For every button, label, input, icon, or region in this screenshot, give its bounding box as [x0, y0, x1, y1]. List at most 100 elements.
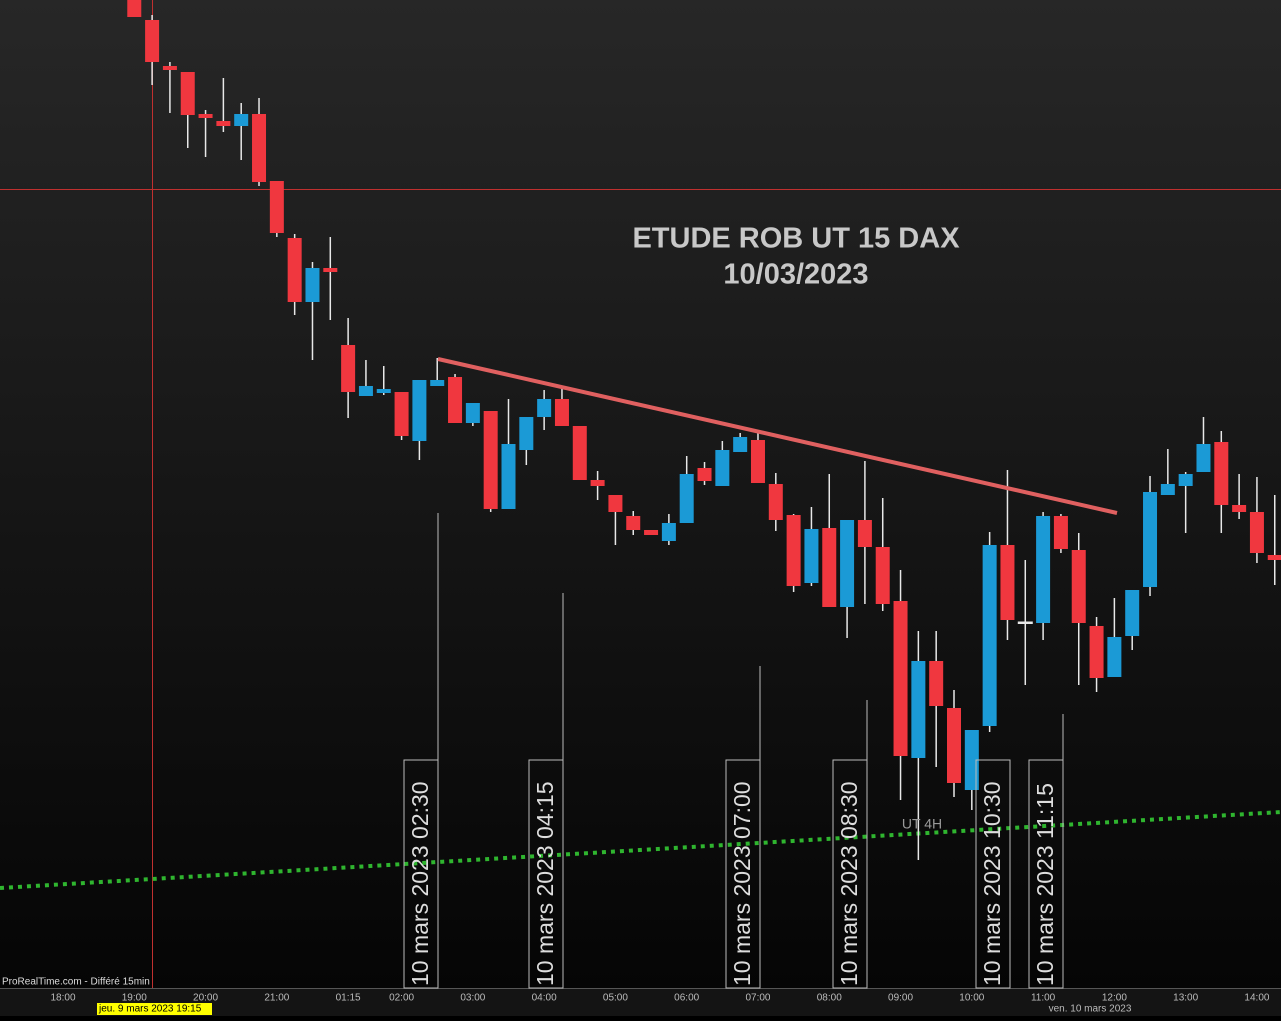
- marker-label: 10 mars 2023 10:30: [979, 781, 1005, 986]
- candle-body: [1125, 590, 1140, 636]
- candle-body: [162, 66, 177, 70]
- candle-body: [626, 516, 641, 530]
- marker-label: 10 mars 2023 02:30: [407, 781, 433, 986]
- candle-body: [1160, 484, 1175, 495]
- candle-body: [644, 530, 659, 535]
- candle-body: [875, 547, 890, 604]
- candle-body: [1249, 512, 1264, 553]
- candle-body: [1000, 545, 1015, 620]
- candles: [127, 0, 1281, 860]
- subtitle: 10/03/2023: [723, 259, 868, 291]
- x-tick-label: 03:00: [460, 993, 485, 1004]
- marker-box: [1028, 759, 1064, 989]
- candle-body: [679, 474, 694, 523]
- candle-body: [412, 380, 427, 441]
- candle-body: [394, 392, 409, 436]
- candle-body: [269, 181, 284, 233]
- candle-body: [1267, 555, 1281, 560]
- marker-box: [832, 759, 868, 989]
- x-tick-label: 10:00: [959, 993, 984, 1004]
- candle-body: [1214, 442, 1229, 505]
- line-label: UT 4H: [902, 816, 942, 832]
- x-tick-label: 01:15: [336, 993, 361, 1004]
- candle-body: [697, 468, 712, 481]
- candle-body: [733, 437, 748, 452]
- support-line: [0, 810, 1281, 890]
- candle-body: [1178, 474, 1193, 486]
- x-tick-label: 13:00: [1173, 993, 1198, 1004]
- candle-body: [964, 730, 979, 790]
- title: ETUDE ROB UT 15 DAX: [632, 223, 960, 255]
- candle-body: [929, 661, 944, 706]
- candle-body: [252, 114, 267, 182]
- x-tick-label: 18:00: [50, 993, 75, 1004]
- candle-body: [287, 238, 302, 302]
- candle-body: [982, 545, 997, 726]
- marker-box: [528, 759, 564, 989]
- candle-body: [554, 399, 569, 426]
- x-tick-label: 20:00: [193, 993, 218, 1004]
- marker-box: [725, 759, 761, 989]
- candle-body: [376, 389, 391, 393]
- candle-body: [483, 411, 498, 509]
- marker-label: 10 mars 2023 08:30: [836, 781, 862, 986]
- candle-body: [893, 601, 908, 756]
- x-tick-label: 19:00: [122, 993, 147, 1004]
- candle-body: [840, 520, 855, 607]
- x-tick-label: 07:00: [745, 993, 770, 1004]
- time-markers: 10 mars 2023 02:30 10 mars 2023 04:15 10 m…: [403, 513, 1064, 989]
- plot-background: [0, 0, 1281, 988]
- x-tick-label: 21:00: [264, 993, 289, 1004]
- candle-body: [608, 495, 623, 512]
- candle-body: [1107, 637, 1122, 677]
- candle-body: [857, 520, 872, 547]
- candle-body: [216, 121, 231, 126]
- candle-body: [947, 708, 961, 783]
- x-tick-label: 05:00: [603, 993, 628, 1004]
- candle-body: [198, 114, 213, 118]
- candle-body: [911, 661, 926, 758]
- candle-body: [537, 399, 552, 417]
- candle-body: [590, 480, 605, 486]
- candle-body: [1017, 621, 1033, 624]
- candle-body: [1143, 492, 1158, 587]
- candle-body: [1071, 550, 1086, 623]
- candle-body: [1053, 516, 1068, 549]
- x-axis-bar: [0, 988, 1281, 1016]
- candle-body: [1196, 444, 1211, 472]
- candle-body: [519, 417, 534, 450]
- candle-body: [750, 440, 765, 483]
- candle-body: [180, 72, 195, 115]
- candle-body: [127, 0, 142, 17]
- x-tick-label: 09:00: [888, 993, 913, 1004]
- candle-body: [465, 403, 480, 423]
- candle-body: [715, 450, 730, 486]
- candle-body: [448, 377, 463, 423]
- x-tick-label: 08:00: [817, 993, 842, 1004]
- cursor-date: jeu. 9 mars 2023 19:15: [98, 1004, 202, 1015]
- marker-box: [975, 759, 1011, 989]
- marker-label: 10 mars 2023 04:15: [532, 781, 558, 986]
- candle-body: [323, 268, 338, 272]
- candle-body: [501, 444, 516, 509]
- marker-box: [403, 759, 439, 989]
- candle-body: [234, 114, 249, 126]
- x-tick-label: 11:00: [1031, 993, 1056, 1004]
- candle-body: [145, 20, 160, 62]
- candle-body: [1232, 505, 1247, 512]
- candle-body: [804, 529, 819, 583]
- candle-body: [822, 528, 837, 607]
- candle-body: [430, 380, 445, 386]
- source-label: ProRealTime.com - Différé 15min: [2, 977, 150, 988]
- candle-body: [1036, 516, 1051, 623]
- marker-label: 10 mars 2023 11:15: [1032, 783, 1058, 986]
- candle-body: [786, 515, 801, 586]
- marker-label: 10 mars 2023 07:00: [729, 781, 755, 986]
- candle-body: [572, 426, 587, 480]
- candle-body: [1089, 626, 1104, 678]
- x-tick-label: 06:00: [674, 993, 699, 1004]
- x-tick-label: 14:00: [1244, 993, 1269, 1004]
- date-label: ven. 10 mars 2023: [1049, 1004, 1132, 1015]
